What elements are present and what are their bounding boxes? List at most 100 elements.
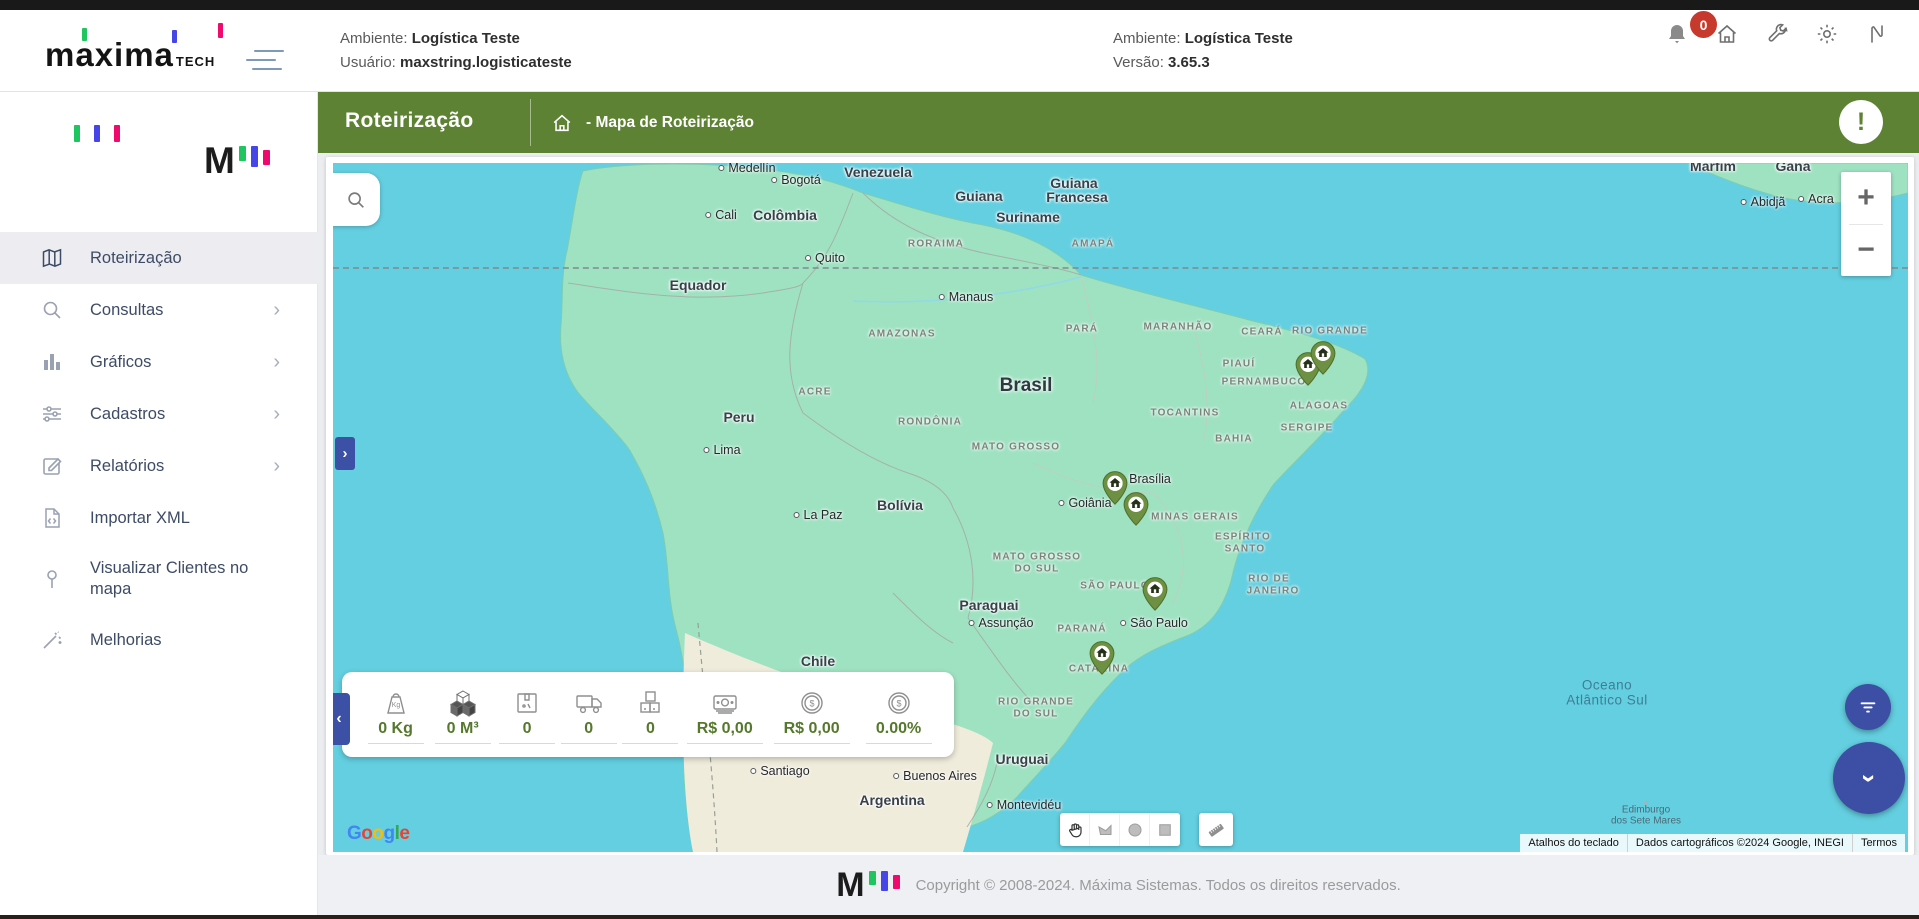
sidebar-item-cadastros[interactable]: Cadastros › (0, 388, 318, 440)
pan-hand-tool[interactable] (1060, 813, 1090, 846)
totals-bar: Kg 0 Kg 0 M³ 0 (342, 672, 954, 757)
customer-cluster-pin[interactable] (1102, 471, 1128, 505)
page-title: Roteirização (345, 109, 474, 132)
logo-accent-blue (172, 30, 177, 43)
stat-percent: $ 0.00% (857, 688, 940, 744)
map-attribution: Atalhos do teclado Dados cartográficos ©… (1520, 834, 1905, 852)
notifications-bell-icon[interactable] (1665, 22, 1689, 46)
circle-tool[interactable] (1120, 813, 1150, 846)
settings-gear-icon[interactable] (1815, 22, 1839, 46)
breadcrumb: - Mapa de Roteirização (586, 114, 754, 131)
svg-text:$: $ (809, 698, 814, 708)
sidebar-mini-logo (74, 125, 120, 142)
percent-coin-icon: $ (887, 691, 910, 714)
stat-volume: 0 M³ (431, 688, 494, 744)
brand-sub: TECH (175, 54, 216, 69)
map-icon (40, 246, 64, 270)
versao-value: 3.65.3 (1168, 54, 1210, 71)
menu-toggle-button[interactable] (246, 48, 286, 72)
stat-value: 0 (645, 719, 655, 737)
app-header: maxima TECH Ambiente: Logística Teste Usu… (0, 10, 1919, 92)
wrench-icon[interactable] (1765, 22, 1789, 46)
footer-logo: M (836, 868, 900, 902)
search-icon (347, 191, 364, 208)
package-icon (517, 692, 537, 713)
svg-text:Kg: Kg (391, 702, 400, 709)
sidebar-item-visualizar-clientes[interactable]: Visualizar Clientes no mapa (0, 544, 318, 614)
expand-panel-tab[interactable]: › (335, 437, 355, 470)
stat-value: R$ 0,00 (696, 719, 753, 737)
versao-label: Versão: (1113, 54, 1164, 71)
footer: M Copyright © 2008-2024. Máxima Sistemas… (318, 855, 1919, 915)
sidebar-m-logo: M (204, 142, 270, 179)
google-logo-letter: o (372, 823, 384, 844)
bottom-dark-strip (0, 915, 1919, 919)
sidebar-item-consultas[interactable]: Consultas › (0, 284, 318, 336)
google-logo[interactable]: Google (347, 823, 410, 845)
usuario-label: Usuário: (340, 54, 396, 71)
chevron-left-icon: ‹ (336, 710, 342, 727)
collapse-stats-tab[interactable]: ‹ (333, 693, 350, 745)
polygon-tool[interactable] (1090, 813, 1120, 846)
sidebar-item-melhorias[interactable]: Melhorias (0, 614, 318, 666)
home-icon[interactable] (1715, 22, 1739, 46)
keyboard-shortcuts-link[interactable]: Atalhos do teclado (1520, 834, 1627, 852)
header-icon-bar (1665, 22, 1889, 46)
sliders-icon (40, 402, 64, 426)
stat-vehicles: 0 (560, 688, 618, 744)
chevron-right-icon: › (273, 402, 280, 425)
rectangle-tool[interactable] (1150, 813, 1180, 846)
edit-report-icon (40, 454, 64, 478)
brand-word: maxima (45, 36, 174, 73)
filter-button[interactable] (1845, 684, 1891, 730)
sidebar-item-importar-xml[interactable]: Importar XML (0, 492, 318, 544)
sidebar-item-label: Consultas (90, 300, 164, 319)
bar-chart-icon (40, 350, 64, 374)
terms-link[interactable]: Termos (1851, 834, 1905, 852)
customer-cluster-pin[interactable] (1142, 577, 1168, 611)
scroll-down-button[interactable]: › (1833, 742, 1905, 814)
logout-icon[interactable] (1865, 22, 1889, 46)
search-icon (40, 298, 64, 322)
coin-icon: $ (800, 691, 823, 714)
logo-accent-pink (218, 23, 223, 38)
customer-cluster-pin[interactable] (1310, 341, 1336, 375)
alert-button[interactable]: ! (1839, 100, 1883, 144)
measure-ruler-tool[interactable] (1199, 813, 1233, 846)
customer-cluster-pin[interactable] (1089, 641, 1115, 675)
sidebar-item-roteirizacao[interactable]: Roteirização (0, 232, 318, 284)
map-search-button[interactable] (333, 173, 380, 226)
sidebar-item-label: Visualizar Clientes no mapa (90, 559, 249, 598)
page-header-bar: Roteirização - Mapa de Roteirização ! (318, 92, 1919, 153)
customer-cluster-pin[interactable] (1123, 492, 1149, 526)
environment-info: Ambiente: Logística Teste Usuário: maxst… (340, 29, 572, 77)
sidebar-item-relatorios[interactable]: Relatórios › (0, 440, 318, 492)
map-drawing-toolbar (1060, 813, 1180, 846)
zoom-in-button[interactable]: + (1857, 180, 1875, 214)
exclamation-icon: ! (1856, 107, 1866, 136)
sidebar: M Roteirização Consultas › Gráficos › (0, 92, 318, 915)
sidebar-item-label: Gráficos (90, 352, 152, 371)
boxes-icon (640, 690, 661, 713)
zoom-out-button[interactable]: − (1857, 233, 1875, 267)
ambiente-label: Ambiente: (340, 30, 408, 47)
stat-value: R$ 0,00 (783, 719, 840, 737)
stat-value: 0 (522, 719, 532, 737)
maxima-tech-logo: maxima TECH (45, 23, 275, 78)
stat-weight: Kg 0 Kg (364, 688, 427, 744)
ambiente2-value: Logística Teste (1184, 30, 1293, 47)
weight-icon: Kg (386, 692, 405, 714)
copyright-text: Copyright © 2008-2024. Máxima Sistemas. … (915, 876, 1401, 894)
usuario-value: maxstring.logisticateste (400, 54, 572, 71)
ambiente-value: Logística Teste (411, 30, 520, 47)
sidebar-item-label: Roteirização (90, 248, 182, 267)
breadcrumb-home-icon[interactable] (551, 112, 573, 134)
google-logo-letter: o (361, 823, 373, 844)
xml-file-icon (40, 506, 64, 530)
sidebar-item-label: Melhorias (90, 630, 162, 649)
sidebar-item-label: Cadastros (90, 404, 166, 423)
ambiente2-label: Ambiente: (1113, 30, 1181, 47)
sidebar-item-graficos[interactable]: Gráficos › (0, 336, 318, 388)
routing-map-canvas[interactable]: Venezuela Guiana Guiana Francesa Suriname Col… (333, 163, 1908, 852)
